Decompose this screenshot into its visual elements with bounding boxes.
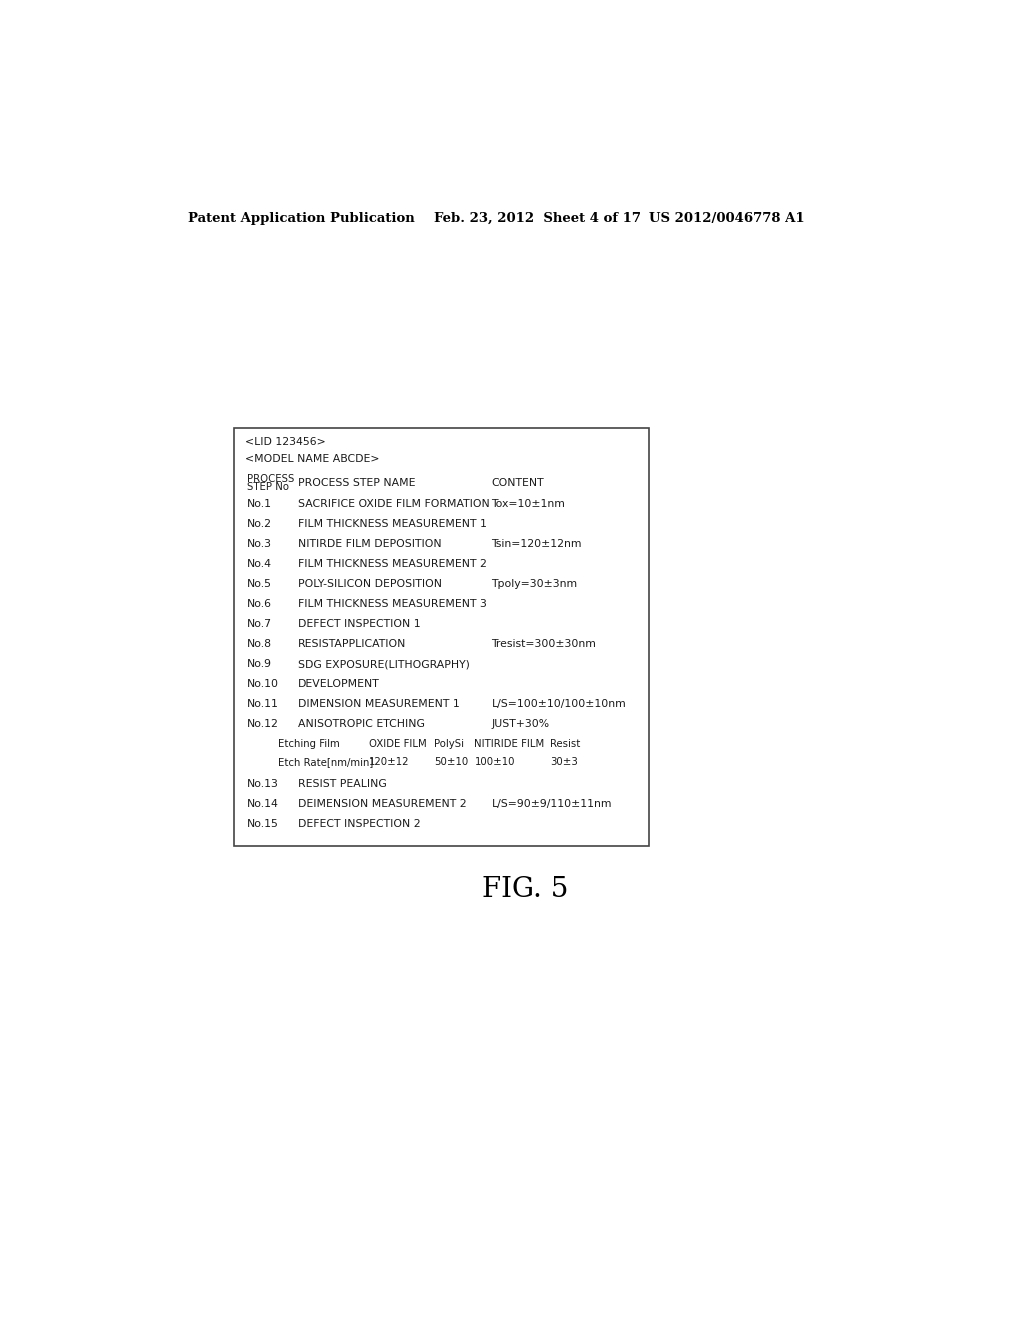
Text: Tpoly=30±3nm: Tpoly=30±3nm [492, 579, 578, 589]
Text: No.10: No.10 [247, 680, 279, 689]
Text: Feb. 23, 2012  Sheet 4 of 17: Feb. 23, 2012 Sheet 4 of 17 [434, 213, 641, 224]
Text: No.15: No.15 [247, 820, 279, 829]
Text: No.5: No.5 [247, 579, 271, 589]
Text: CONTENT: CONTENT [492, 478, 544, 487]
Text: NITIRDE FILM DEPOSITION: NITIRDE FILM DEPOSITION [298, 539, 441, 549]
Text: 50±10: 50±10 [434, 758, 468, 767]
Text: 100±10: 100±10 [474, 758, 515, 767]
Text: Tresist=300±30nm: Tresist=300±30nm [492, 639, 596, 649]
Bar [234, 428, 649, 846]
Text: DIMENSION MEASUREMENT 1: DIMENSION MEASUREMENT 1 [298, 700, 460, 709]
Text: FIG. 5: FIG. 5 [481, 876, 568, 903]
Text: No.11: No.11 [247, 700, 279, 709]
Text: RESISTAPPLICATION: RESISTAPPLICATION [298, 639, 407, 649]
Text: L/S=100±10/100±10nm: L/S=100±10/100±10nm [492, 700, 627, 709]
Text: NITIRIDE FILM: NITIRIDE FILM [474, 739, 545, 750]
Text: DEIMENSION MEASUREMENT 2: DEIMENSION MEASUREMENT 2 [298, 800, 466, 809]
Text: JUST+30%: JUST+30% [492, 719, 550, 730]
Text: Tox=10±1nm: Tox=10±1nm [492, 499, 565, 510]
Text: PolySi: PolySi [434, 739, 464, 750]
Text: No.6: No.6 [247, 599, 271, 610]
Text: Resist: Resist [550, 739, 581, 750]
Text: DEFECT INSPECTION 2: DEFECT INSPECTION 2 [298, 820, 420, 829]
Text: <MODEL NAME ABCDE>: <MODEL NAME ABCDE> [245, 454, 380, 465]
Text: OXIDE FILM: OXIDE FILM [369, 739, 427, 750]
Text: 30±3: 30±3 [550, 758, 579, 767]
Text: No.7: No.7 [247, 619, 271, 630]
Text: SACRIFICE OXIDE FILM FORMATION: SACRIFICE OXIDE FILM FORMATION [298, 499, 489, 510]
Text: FILM THICKNESS MEASUREMENT 1: FILM THICKNESS MEASUREMENT 1 [298, 519, 486, 529]
Text: DEFECT INSPECTION 1: DEFECT INSPECTION 1 [298, 619, 420, 630]
Text: No.3: No.3 [247, 539, 271, 549]
Text: No.4: No.4 [247, 560, 271, 569]
Text: SDG EXPOSURE(LITHOGRAPHY): SDG EXPOSURE(LITHOGRAPHY) [298, 659, 470, 669]
Text: PROCESS STEP NAME: PROCESS STEP NAME [298, 478, 415, 487]
Text: No.8: No.8 [247, 639, 271, 649]
Text: ANISOTROPIC ETCHING: ANISOTROPIC ETCHING [298, 719, 425, 730]
Text: STEP No: STEP No [247, 482, 289, 492]
Text: US 2012/0046778 A1: US 2012/0046778 A1 [649, 213, 805, 224]
Text: <LID 123456>: <LID 123456> [245, 437, 326, 446]
Text: 120±12: 120±12 [369, 758, 410, 767]
Text: No.1: No.1 [247, 499, 271, 510]
Text: FILM THICKNESS MEASUREMENT 2: FILM THICKNESS MEASUREMENT 2 [298, 560, 486, 569]
Text: Etch Rate[nm/min]: Etch Rate[nm/min] [278, 758, 373, 767]
Text: DEVELOPMENT: DEVELOPMENT [298, 680, 380, 689]
Text: Etching Film: Etching Film [278, 739, 339, 750]
Text: No.2: No.2 [247, 519, 271, 529]
Text: No.12: No.12 [247, 719, 279, 730]
Text: No.14: No.14 [247, 800, 279, 809]
Text: POLY-SILICON DEPOSITION: POLY-SILICON DEPOSITION [298, 579, 441, 589]
Text: No.13: No.13 [247, 779, 279, 789]
Text: No.9: No.9 [247, 659, 271, 669]
Text: RESIST PEALING: RESIST PEALING [298, 779, 386, 789]
Text: L/S=90±9/110±11nm: L/S=90±9/110±11nm [492, 800, 612, 809]
Text: Patent Application Publication: Patent Application Publication [188, 213, 415, 224]
Text: PROCESS: PROCESS [247, 474, 294, 483]
Text: Tsin=120±12nm: Tsin=120±12nm [492, 539, 582, 549]
Text: FILM THICKNESS MEASUREMENT 3: FILM THICKNESS MEASUREMENT 3 [298, 599, 486, 610]
